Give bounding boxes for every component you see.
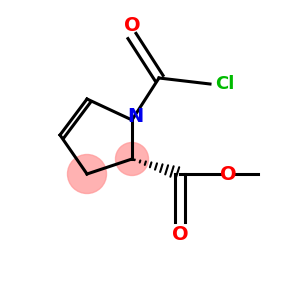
Text: O: O: [172, 224, 188, 244]
Text: O: O: [124, 16, 140, 35]
Text: O: O: [220, 164, 236, 184]
Circle shape: [68, 154, 106, 194]
Circle shape: [116, 142, 148, 176]
Text: N: N: [127, 107, 143, 127]
Text: Cl: Cl: [215, 75, 235, 93]
